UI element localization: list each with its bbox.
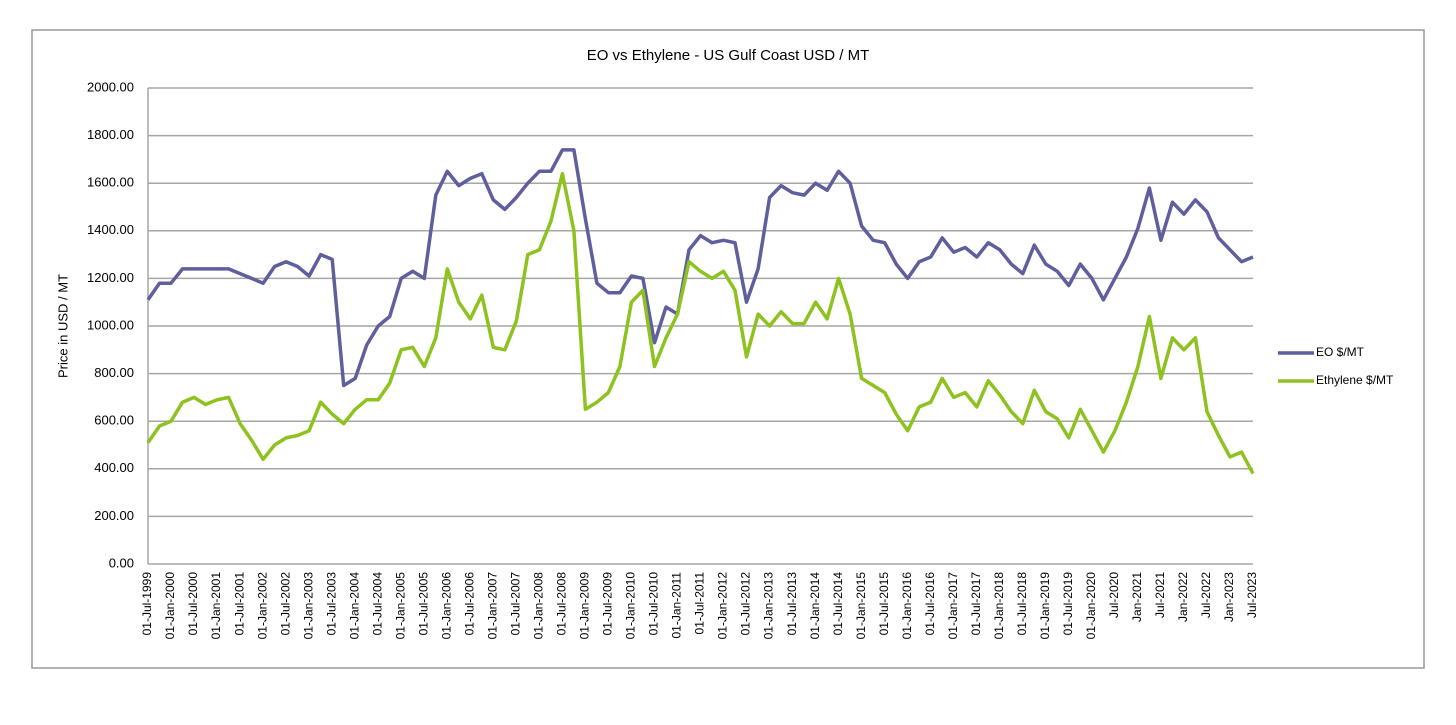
- x-tick-label: 01-Jan-2016: [900, 572, 914, 640]
- x-tick-label: 01-Jan-2010: [624, 572, 638, 640]
- x-tick-label: 01-Jul-2012: [739, 572, 753, 636]
- y-tick-label: 1200.00: [87, 270, 134, 285]
- x-tick-label: Jul-2020: [1107, 572, 1121, 618]
- x-tick-label: 01-Jan-2006: [439, 572, 453, 640]
- x-tick-label: 01-Jan-2019: [1038, 572, 1052, 640]
- y-tick-label: 0.00: [109, 555, 134, 570]
- x-tick-label: 01-Jan-2002: [255, 572, 269, 640]
- x-tick-label: 01-Jan-2018: [992, 572, 1006, 640]
- y-tick-label: 200.00: [94, 508, 134, 523]
- x-tick-label: 01-Jan-2011: [670, 572, 684, 639]
- y-tick-label: 1000.00: [87, 317, 134, 332]
- x-tick-label: 01-Jul-2006: [462, 572, 476, 636]
- x-tick-label: Jan-2022: [1176, 572, 1190, 622]
- x-tick-label: 01-Jan-2014: [808, 572, 822, 640]
- chart-title: EO vs Ethylene - US Gulf Coast USD / MT: [587, 47, 870, 64]
- x-tick-label: 01-Jul-2003: [324, 572, 338, 636]
- x-tick-label: 01-Jan-2012: [716, 572, 730, 640]
- y-tick-label: 600.00: [94, 413, 134, 428]
- x-tick-label: Jan-2021: [1130, 572, 1144, 622]
- x-tick-label: 01-Jan-2005: [393, 572, 407, 640]
- x-tick-label: 01-Jul-2002: [278, 572, 292, 636]
- x-tick-label: 01-Jan-2020: [1084, 572, 1098, 640]
- x-tick-label: 01-Jul-2000: [186, 572, 200, 636]
- legend-label: Ethylene $/MT: [1316, 373, 1394, 387]
- x-tick-label: 01-Jan-2001: [209, 572, 223, 640]
- y-tick-label: 400.00: [94, 460, 134, 475]
- x-tick-label: 01-Jul-2009: [601, 572, 615, 636]
- x-tick-label: 01-Jul-2010: [647, 572, 661, 636]
- x-tick-label: 01-Jul-2018: [1015, 572, 1029, 636]
- y-tick-label: 1600.00: [87, 175, 134, 190]
- x-tick-label: Jul-2021: [1153, 572, 1167, 618]
- x-tick-label: 01-Jul-2008: [555, 572, 569, 636]
- x-tick-label: 01-Jul-2001: [232, 572, 246, 636]
- x-tick-label: 01-Jul-2004: [370, 572, 384, 636]
- x-tick-label: 01-Jan-2007: [485, 572, 499, 640]
- x-tick-label: 01-Jan-2017: [946, 572, 960, 640]
- x-tick-label: 01-Jan-2015: [854, 572, 868, 640]
- x-tick-label: Jul-2023: [1245, 572, 1259, 618]
- x-tick-label: 01-Jan-2000: [163, 572, 177, 640]
- x-tick-label: 01-Jul-2015: [877, 572, 891, 636]
- x-tick-label: 01-Jan-2008: [532, 572, 546, 640]
- x-tick-label: 01-Jul-2007: [509, 572, 523, 636]
- x-tick-label: 01-Jul-2016: [923, 572, 937, 636]
- y-tick-label: 1800.00: [87, 127, 134, 142]
- x-tick-label: 01-Jul-2005: [416, 572, 430, 636]
- y-tick-label: 1400.00: [87, 222, 134, 237]
- x-tick-label: Jul-2022: [1199, 572, 1213, 618]
- y-tick-label: 2000.00: [87, 79, 134, 94]
- x-tick-label: 01-Jul-2017: [969, 572, 983, 636]
- x-tick-label: 01-Jul-2011: [693, 572, 707, 635]
- x-tick-label: 01-Jul-2019: [1061, 572, 1075, 636]
- x-tick-label: 01-Jul-2013: [785, 572, 799, 636]
- x-tick-label: 01-Jul-1999: [140, 572, 154, 636]
- y-tick-label: 800.00: [94, 365, 134, 380]
- legend-label: EO $/MT: [1316, 345, 1365, 359]
- x-tick-label: 01-Jan-2004: [347, 572, 361, 640]
- x-tick-label: 01-Jan-2013: [762, 572, 776, 640]
- x-tick-label: Jan-2023: [1222, 572, 1236, 622]
- series-line: [146, 171, 1255, 475]
- x-tick-label: 01-Jan-2009: [578, 572, 592, 640]
- x-tick-label: 01-Jul-2014: [831, 572, 845, 636]
- x-tick-label: 01-Jan-2003: [301, 572, 315, 640]
- series-line: [146, 148, 1254, 388]
- y-axis-label: Price in USD / MT: [55, 274, 70, 378]
